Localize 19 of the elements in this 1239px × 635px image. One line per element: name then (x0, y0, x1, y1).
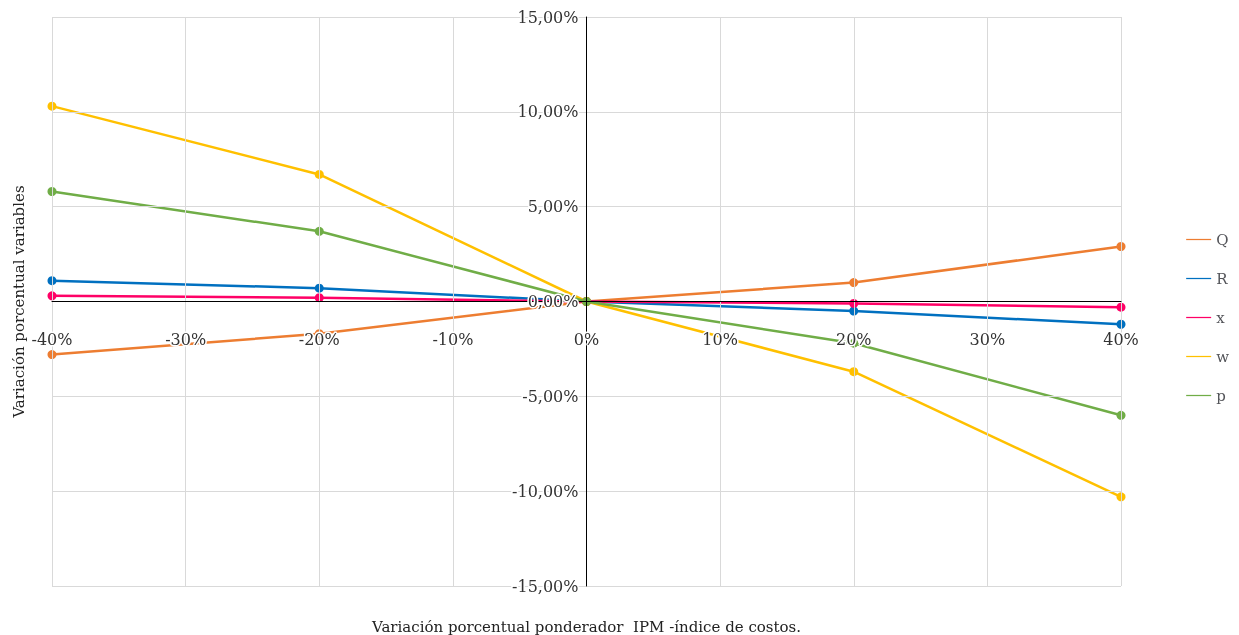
y-tick-label: -15,00% (512, 576, 579, 596)
y-tick-label: -10,00% (512, 481, 579, 501)
x-tick-label: 30% (969, 330, 1006, 349)
x-tick-label: -10% (432, 330, 474, 349)
legend-label: R (1216, 269, 1229, 288)
legend-label: Q (1216, 230, 1229, 249)
x-tick-label: 40% (1103, 330, 1139, 349)
y-tick-label: 0,00% (527, 292, 579, 311)
y-axis-title: Variación porcentual variables (10, 185, 28, 419)
legend-label: p (1216, 386, 1226, 405)
x-axis-title: Variación porcentual ponderador IPM -índice de costos. (370, 618, 802, 635)
x-tick-label: -40% (31, 330, 73, 349)
x-tick-label: -20% (298, 330, 340, 349)
legend-label: x (1216, 308, 1226, 327)
y-tick-label: 10,00% (517, 102, 579, 122)
y-tick-label: 15,00% (517, 7, 579, 27)
legend-label: w (1216, 347, 1230, 366)
y-tick-label: 5,00% (527, 197, 579, 217)
y-tick-label: -5,00% (522, 386, 579, 406)
